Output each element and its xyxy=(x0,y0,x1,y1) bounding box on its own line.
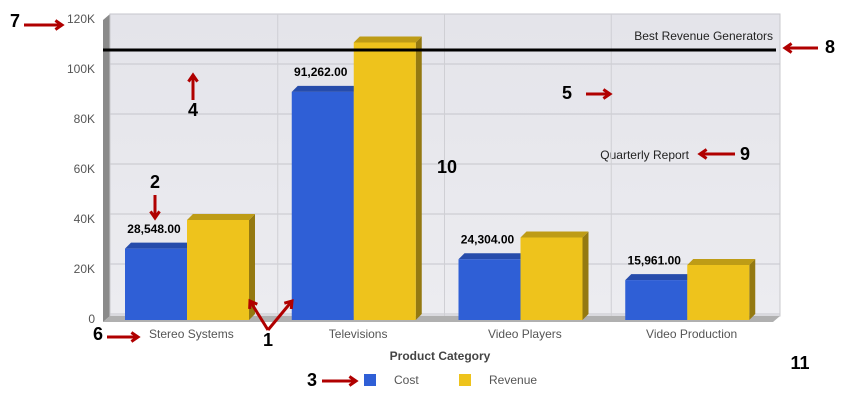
bar-face xyxy=(291,91,354,320)
bar-face xyxy=(249,214,255,320)
callout-number: 5 xyxy=(562,83,572,103)
bar-face xyxy=(187,214,255,220)
callout-arrow xyxy=(266,300,294,331)
callout-arrowhead xyxy=(782,42,793,54)
bar-face xyxy=(458,259,521,320)
bar-face xyxy=(687,259,756,265)
callout-number: 3 xyxy=(307,370,317,390)
bar-face xyxy=(125,242,193,249)
bar-face xyxy=(353,42,416,320)
bar-face xyxy=(520,237,583,320)
bar-face xyxy=(353,36,422,43)
bar-face xyxy=(125,248,187,320)
y-tick-label: 40K xyxy=(74,212,95,226)
callout-number: 2 xyxy=(150,172,160,192)
legend-label: Revenue xyxy=(489,373,537,387)
bar-face xyxy=(687,265,750,320)
y-tick-label: 100K xyxy=(67,62,95,76)
bar-face xyxy=(458,253,527,260)
bar xyxy=(125,242,193,320)
callout-number: 6 xyxy=(93,324,103,344)
callout-arrowhead xyxy=(602,88,613,100)
legend-label: Cost xyxy=(394,373,419,387)
value-label: 91,262.00 xyxy=(294,65,348,79)
bar-face xyxy=(187,220,249,320)
y-tick-label: 0 xyxy=(88,312,95,326)
y-tick-label: 20K xyxy=(74,262,95,276)
bar xyxy=(687,259,756,320)
bar-face xyxy=(520,231,589,238)
x-tick-label: Video Players xyxy=(488,327,562,341)
y-tick-label: 60K xyxy=(74,162,95,176)
callout-arrow xyxy=(248,300,270,331)
callout-number: 8 xyxy=(825,37,835,57)
bar xyxy=(291,85,360,320)
bar-face xyxy=(625,280,688,320)
bar-face xyxy=(749,259,756,320)
floor xyxy=(103,316,780,322)
callout-number: 7 xyxy=(10,11,20,31)
x-axis-title: Product Category xyxy=(390,349,491,363)
legend-swatch xyxy=(459,374,471,386)
bar-face xyxy=(582,231,589,320)
bar-face xyxy=(291,85,360,92)
callout-number: 4 xyxy=(188,100,198,120)
value-label: 24,304.00 xyxy=(461,232,515,246)
callout-arrowhead xyxy=(187,72,199,83)
callout-arrowhead xyxy=(248,298,258,310)
callout-arrowhead xyxy=(283,298,294,310)
callout-arrowhead xyxy=(697,148,708,160)
y-tick-label: 120K xyxy=(67,12,95,26)
bar xyxy=(520,231,589,320)
annotation: Quarterly Report xyxy=(600,148,689,162)
bar-face xyxy=(415,36,422,320)
callout-number: 11 xyxy=(790,353,809,373)
bar xyxy=(187,214,255,320)
y-tick-label: 80K xyxy=(74,112,95,126)
callout-arrowhead xyxy=(348,375,359,387)
bar-face xyxy=(625,274,694,281)
bar xyxy=(625,274,694,320)
reference-label: Best Revenue Generators xyxy=(634,29,773,43)
callout-number: 1 xyxy=(263,330,273,350)
value-label: 15,961.00 xyxy=(628,253,682,267)
value-label: 28,548.00 xyxy=(127,222,181,236)
bar xyxy=(458,253,527,320)
callout-arrowhead xyxy=(54,19,65,31)
legend-swatch xyxy=(364,374,376,386)
callout-arrowhead xyxy=(149,210,161,221)
bar xyxy=(353,36,422,320)
callout-number: 10 xyxy=(437,157,457,177)
x-tick-label: Stereo Systems xyxy=(149,327,234,341)
callout-arrowhead xyxy=(130,331,141,343)
left-wall xyxy=(103,14,110,322)
x-tick-label: Televisions xyxy=(329,327,388,341)
x-tick-label: Video Production xyxy=(646,327,737,341)
callout-number: 9 xyxy=(740,144,750,164)
